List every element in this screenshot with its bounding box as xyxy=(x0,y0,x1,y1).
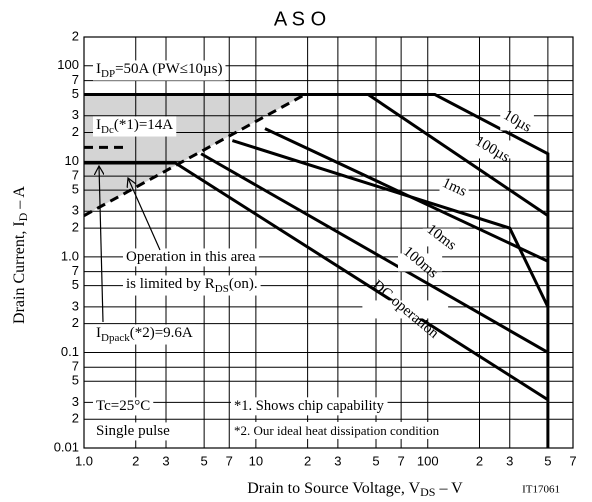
text-part: Dpack xyxy=(101,332,130,344)
text-part: Single pulse xyxy=(96,423,170,439)
y-tick-label: 2 xyxy=(72,124,79,139)
y-tick-label: 7 xyxy=(72,359,79,374)
y-tick-label: 3 xyxy=(72,107,79,122)
label-background xyxy=(93,60,226,81)
annotation: Tc=25°C xyxy=(96,398,150,414)
y-tick-label: 0.01 xyxy=(54,439,79,454)
text-part: is limited by R xyxy=(126,276,215,292)
label-background xyxy=(93,397,154,416)
y-tick-label: 2 xyxy=(72,28,79,43)
text-part: D xyxy=(16,212,30,221)
y-tick-label: 7 xyxy=(72,168,79,183)
label-background xyxy=(231,397,388,416)
y-tick-label: 3 xyxy=(72,298,79,313)
y-tick-label: 2 xyxy=(72,220,79,235)
label-background xyxy=(93,116,177,137)
y-tick-label: 5 xyxy=(72,373,79,388)
label-background xyxy=(439,178,469,197)
x-tick-label: 3 xyxy=(506,453,513,468)
text-part: – V xyxy=(435,480,463,497)
text-part: *1. Shows chip capability xyxy=(234,398,385,414)
annotation: *2. Our ideal heat dissipation condition xyxy=(234,423,440,438)
x-tick-label: 5 xyxy=(201,453,208,468)
label-background xyxy=(231,421,443,439)
y-tick-label: 1.0 xyxy=(61,248,79,263)
y-axis-label: Drain Current, ID – A xyxy=(11,186,30,324)
annotation: *1. Shows chip capability xyxy=(234,398,385,414)
label-background xyxy=(471,140,513,159)
text-part: Dc xyxy=(101,124,114,136)
figure-id: IT17061 xyxy=(522,484,560,496)
annotation: Single pulse xyxy=(96,423,170,439)
x-tick-label: 2 xyxy=(476,453,483,468)
text-part: (*1)=14A xyxy=(114,117,173,133)
x-tick-label: 7 xyxy=(226,453,233,468)
y-tick-label: 5 xyxy=(72,182,79,197)
annotation: Operation in this area xyxy=(126,249,256,265)
y-tick-label: 5 xyxy=(72,86,79,101)
annotation: IDpack(*2)=9.6A xyxy=(96,325,193,343)
series-label: 10ms xyxy=(424,221,460,253)
label-background xyxy=(500,112,534,131)
y-tick-label: 3 xyxy=(72,203,79,218)
series-line xyxy=(84,161,549,401)
label-background xyxy=(123,275,261,296)
text-part: Tc=25°C xyxy=(96,398,150,414)
x-tick-label: 10 xyxy=(249,453,263,468)
x-tick-label: 1.0 xyxy=(75,453,93,468)
text-part: I xyxy=(96,61,101,77)
annotation: IDc(*1)=14A xyxy=(96,117,173,135)
x-tick-label: 100 xyxy=(417,453,439,468)
text-part: DP xyxy=(101,68,115,80)
label-background xyxy=(93,422,174,441)
series-line xyxy=(367,93,549,217)
y-tick-label: 2 xyxy=(72,315,79,330)
x-axis-label: Drain to Source Voltage, VDS – V xyxy=(247,480,463,499)
label-background xyxy=(362,300,449,319)
chart-title: A S O xyxy=(274,8,326,30)
y-tick-label: 0.1 xyxy=(61,344,79,359)
y-tick-label: 10 xyxy=(65,153,79,168)
x-tick-label: 5 xyxy=(544,453,551,468)
label-background xyxy=(422,228,460,247)
text-part: Operation in this area xyxy=(126,249,256,265)
y-tick-label: 7 xyxy=(72,263,79,278)
text-part: – A xyxy=(11,186,28,213)
plot-frame xyxy=(83,36,574,449)
y-tick-label: 2 xyxy=(72,411,79,426)
text-part: DS xyxy=(420,485,435,499)
y-tick-label: 3 xyxy=(72,394,79,409)
text-part: (on). xyxy=(229,276,258,292)
label-background xyxy=(93,324,196,345)
text-part: I xyxy=(96,117,101,133)
x-tick-label: 2 xyxy=(304,453,311,468)
text-part: *2. Our ideal heat dissipation condition xyxy=(234,423,440,438)
y-tick-label: 5 xyxy=(72,277,79,292)
x-tick-label: 2 xyxy=(132,453,139,468)
annotation: IDP=50A (PW≤10µs) xyxy=(96,61,222,79)
text-part: DS xyxy=(215,283,229,295)
text-part: Drain to Source Voltage, V xyxy=(247,480,420,497)
series-line xyxy=(200,152,549,354)
text-part: (*2)=9.6A xyxy=(130,325,193,341)
x-tick-label: 3 xyxy=(162,453,169,468)
limit-line xyxy=(83,93,306,217)
label-background xyxy=(123,248,259,267)
text-part: I xyxy=(96,325,101,341)
x-tick-label: 7 xyxy=(569,453,576,468)
x-tick-label: 3 xyxy=(334,453,341,468)
x-tick-label: 7 xyxy=(398,453,405,468)
text-part: =50A (PW≤10µs) xyxy=(115,61,222,77)
series-line xyxy=(84,93,550,448)
arrow xyxy=(99,166,103,323)
arrow xyxy=(128,178,161,251)
annotation: is limited by RDS(on). xyxy=(126,276,258,294)
y-tick-label: 100 xyxy=(57,57,79,72)
y-tick-label: 7 xyxy=(72,72,79,87)
text-part: Drain Current, I xyxy=(11,221,28,324)
label-background xyxy=(397,253,443,272)
series-line xyxy=(231,139,550,308)
x-tick-label: 5 xyxy=(372,453,379,468)
